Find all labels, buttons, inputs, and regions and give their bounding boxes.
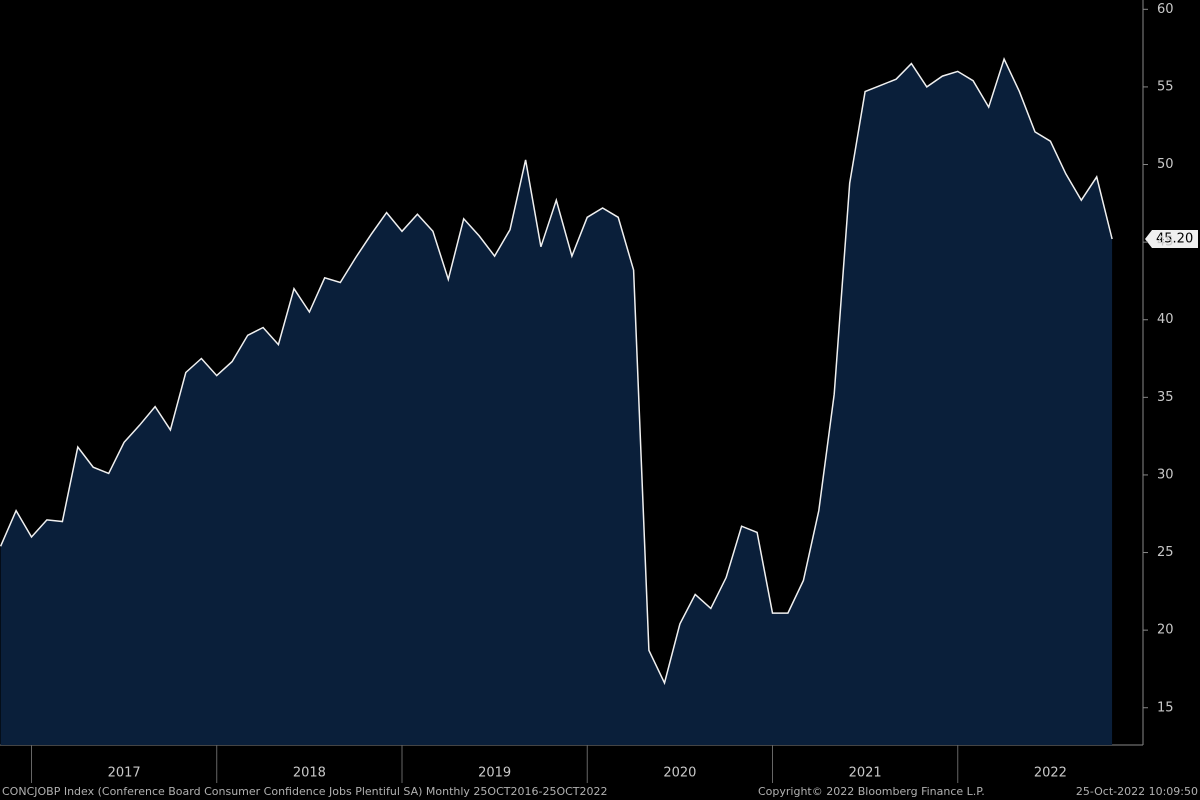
y-tick-label: 55: [1157, 79, 1174, 94]
y-tick-label: 25: [1157, 545, 1174, 560]
y-tick-label: 45: [1157, 235, 1174, 250]
y-tick-label: 30: [1157, 467, 1174, 482]
y-tick-label: 20: [1157, 623, 1174, 638]
y-tick-label: 60: [1157, 2, 1174, 17]
x-tick-label: 2017: [108, 766, 141, 781]
y-tick-label: 50: [1157, 157, 1174, 172]
area-line: [0, 56, 1113, 686]
footer-source: CONCJOBP Index (Conference Board Consume…: [2, 785, 608, 798]
y-tick-label: 35: [1157, 390, 1174, 405]
area-fill: [0, 59, 1113, 745]
x-tick-label: 2019: [478, 766, 511, 781]
x-tick-label: 2022: [1034, 766, 1067, 781]
footer-timestamp: 25-Oct-2022 10:09:50: [1076, 785, 1198, 798]
y-tick-label: 15: [1157, 700, 1174, 715]
x-tick-label: 2018: [293, 766, 326, 781]
x-tick-label: 2020: [663, 766, 696, 781]
footer-copyright: Copyright© 2022 Bloomberg Finance L.P.: [758, 785, 985, 798]
last-value-tag: [1145, 230, 1198, 249]
y-tick-label: 40: [1157, 312, 1174, 327]
last-value-label: 45.20: [1156, 232, 1193, 247]
x-tick-label: 2021: [849, 766, 882, 781]
